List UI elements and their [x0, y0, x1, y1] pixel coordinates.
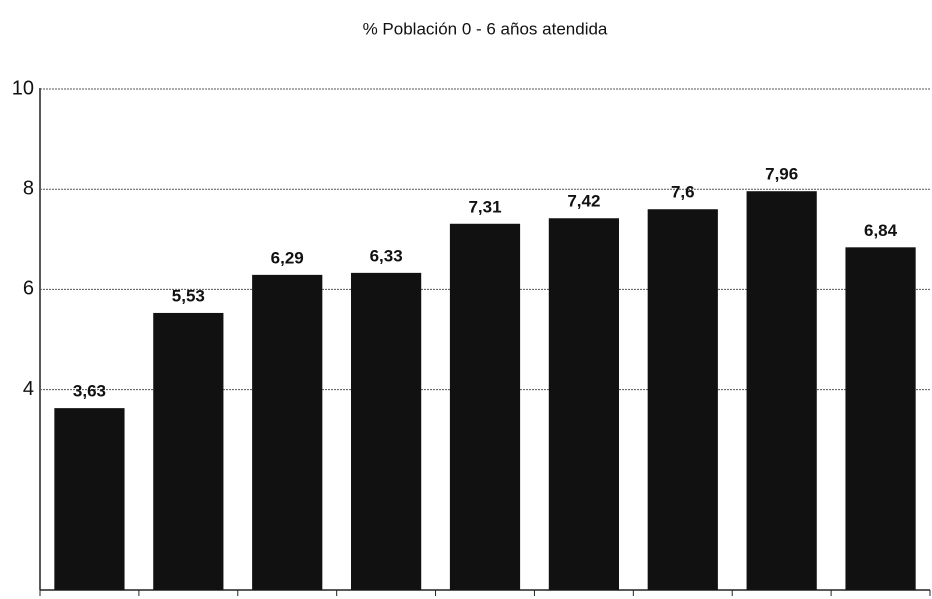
value-label: 7,31	[468, 197, 501, 216]
bar	[351, 272, 422, 590]
bar	[449, 223, 521, 591]
bar	[647, 209, 718, 591]
value-label: 7,96	[765, 165, 798, 184]
value-label: 6,33	[370, 246, 403, 265]
y-tick-label: 4	[23, 378, 34, 400]
bar	[252, 274, 323, 590]
value-label: 3,63	[73, 382, 106, 401]
y-tick-label: 10	[12, 77, 34, 99]
bar	[746, 191, 817, 591]
value-label: 7,42	[567, 192, 600, 211]
value-label: 6,29	[271, 248, 304, 267]
bar	[845, 247, 916, 591]
bar	[54, 408, 125, 590]
value-label: 5,53	[172, 286, 205, 305]
value-label: 6,84	[864, 221, 898, 240]
bar	[153, 312, 224, 590]
y-tick-label: 6	[23, 278, 34, 300]
value-label: 7,6	[671, 183, 695, 202]
bar	[548, 218, 619, 590]
y-tick-label: 8	[23, 177, 34, 199]
chart-title: % Población 0 - 6 años atendida	[363, 19, 608, 38]
